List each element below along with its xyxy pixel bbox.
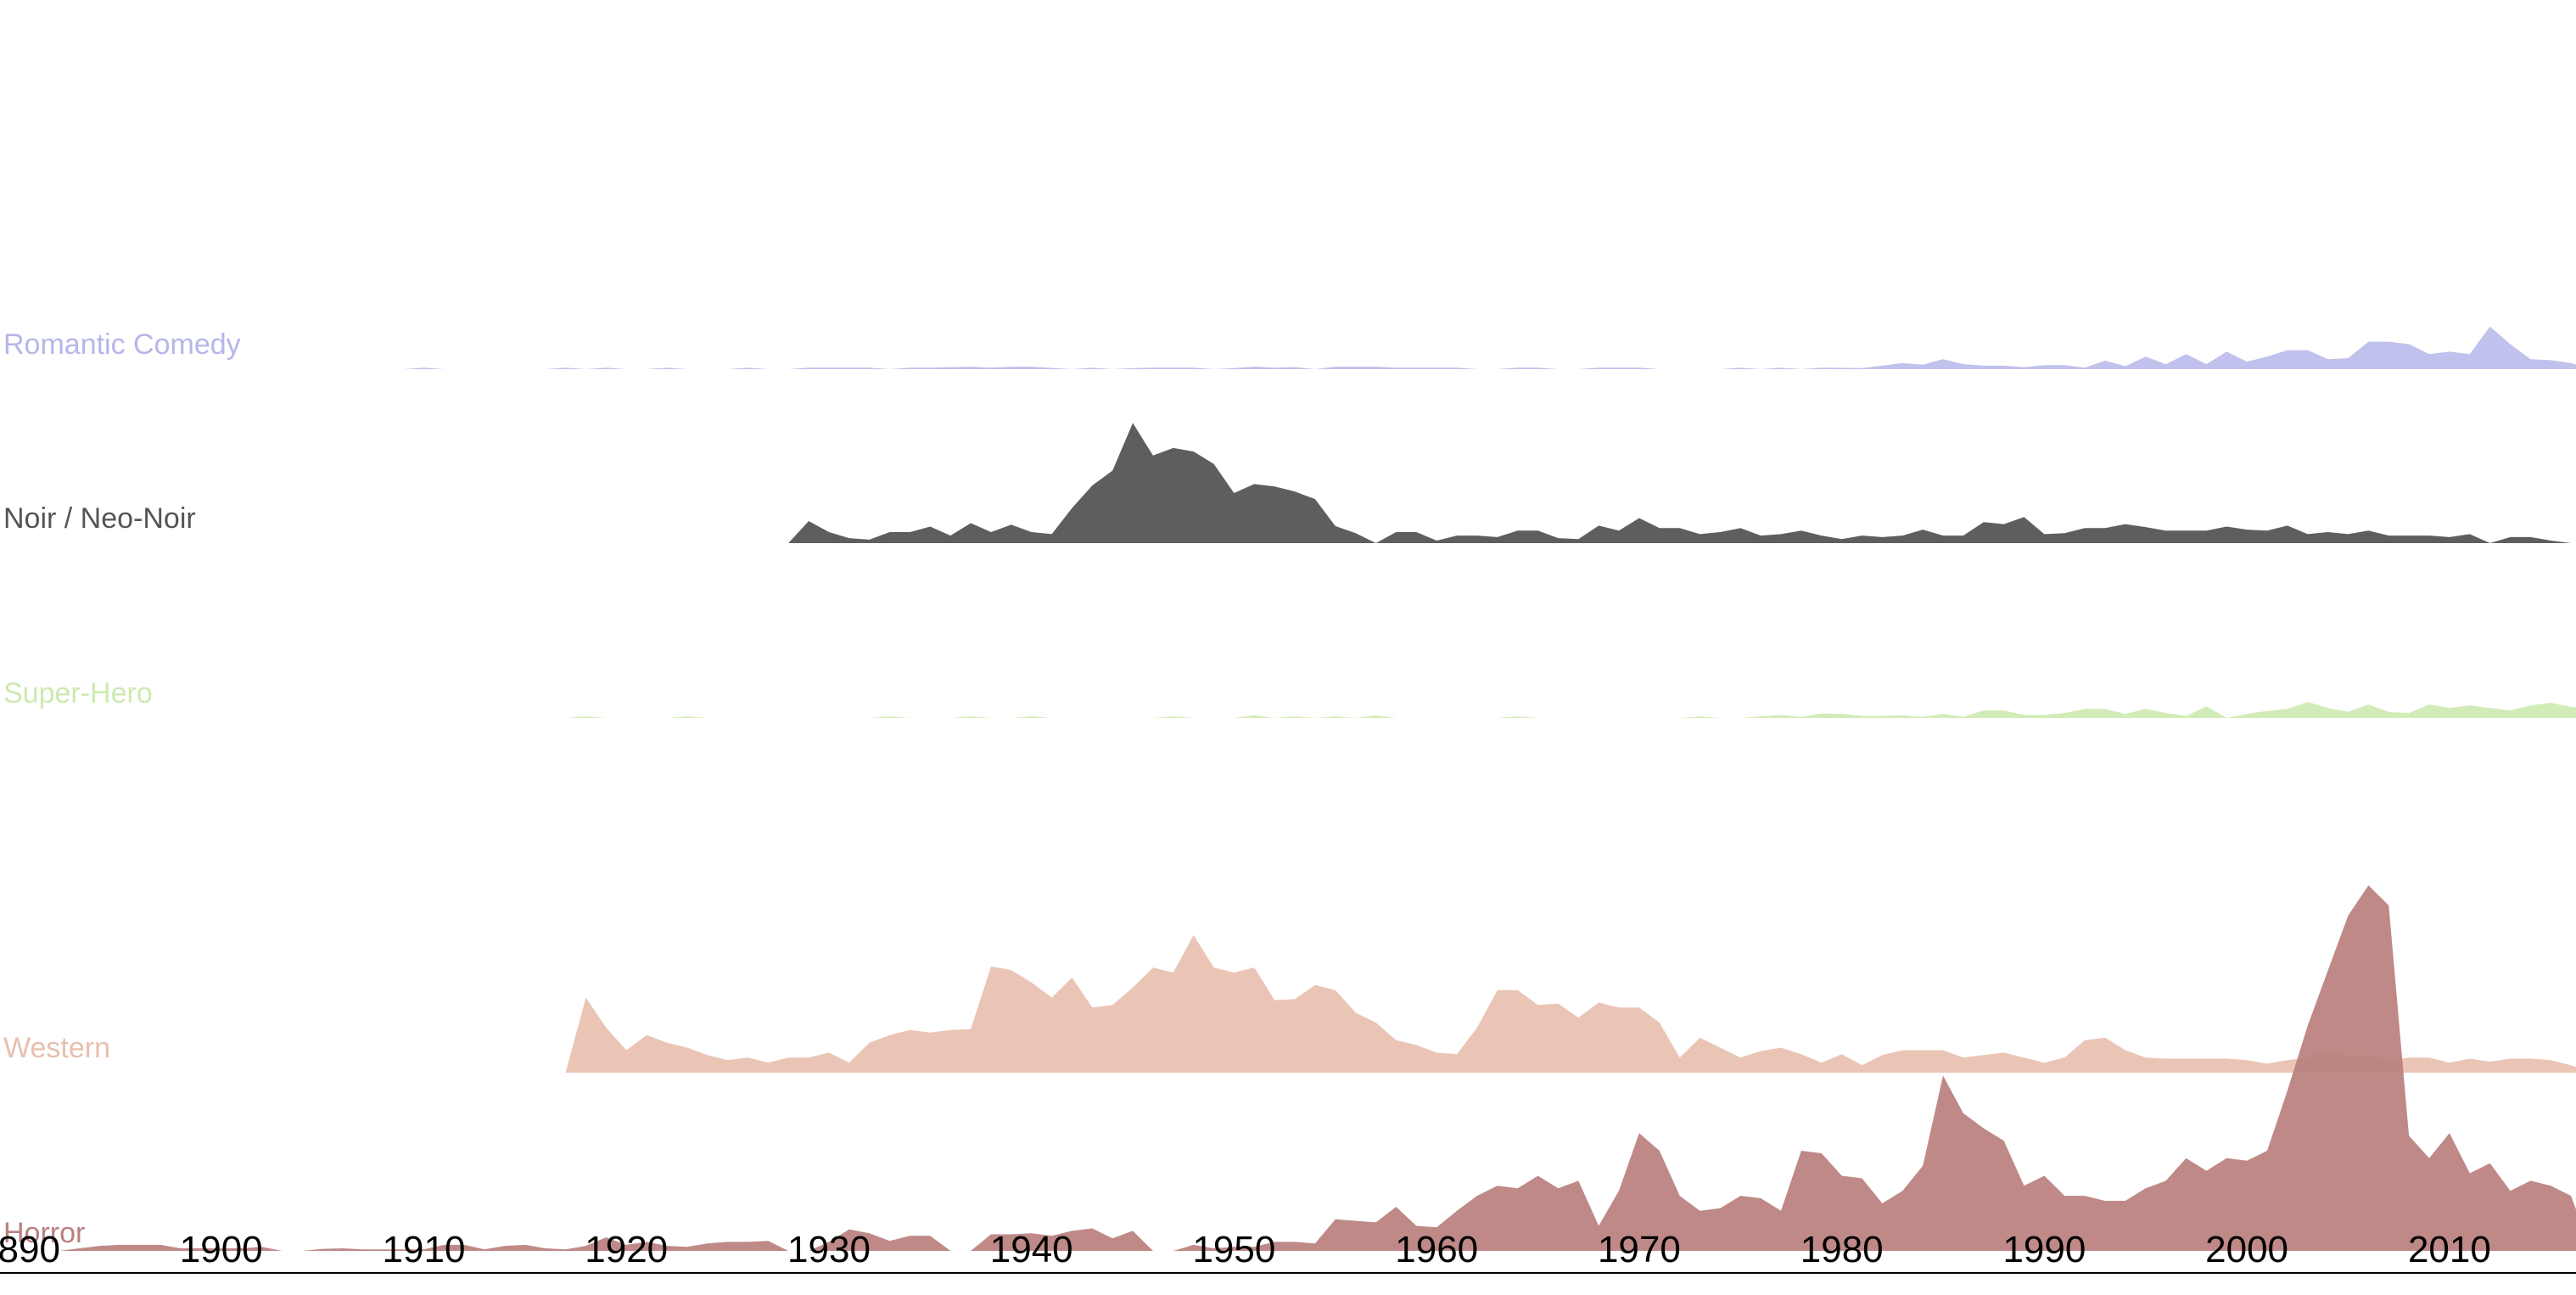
area-super-hero — [565, 702, 2576, 718]
area-western — [565, 934, 2576, 1073]
series-label-western: Western — [3, 1032, 110, 1064]
x-tick-label: 1900 — [180, 1229, 263, 1270]
x-tick-label: 1960 — [1395, 1229, 1478, 1270]
x-tick-label: 1970 — [1598, 1229, 1681, 1270]
label-layer: Romantic Comedy Noir / Neo-Noir Super-Hero… — [3, 328, 241, 1249]
x-tick-label: 1940 — [990, 1229, 1073, 1270]
series-label-horror: Horror — [3, 1217, 85, 1249]
area-horror — [59, 885, 2576, 1251]
x-tick-label: 1920 — [585, 1229, 668, 1270]
x-tick-label: 2000 — [2205, 1229, 2288, 1270]
x-tick-label: 1990 — [2002, 1229, 2086, 1270]
x-tick-label: 1890 — [0, 1229, 60, 1270]
area-noir-neo-noir — [788, 423, 2572, 543]
series-label-super-hero: Super-Hero — [3, 677, 153, 709]
area-romantic-comedy — [403, 326, 2576, 369]
series-label-romantic-comedy: Romantic Comedy — [3, 328, 241, 361]
x-tick-label: 1980 — [1800, 1229, 1884, 1270]
x-tick-label: 1930 — [787, 1229, 871, 1270]
series-label-noir-neo-noir: Noir / Neo-Noir — [3, 502, 196, 535]
x-tick-label: 1910 — [383, 1229, 466, 1270]
x-tick-label: 1950 — [1192, 1229, 1275, 1270]
x-tick-label: 2010 — [2408, 1229, 2491, 1270]
x-axis: 1890 1900 1910 1920 1930 1940 1950 1960 1970 1980… — [0, 1229, 2576, 1274]
series-layer — [59, 326, 2576, 1251]
